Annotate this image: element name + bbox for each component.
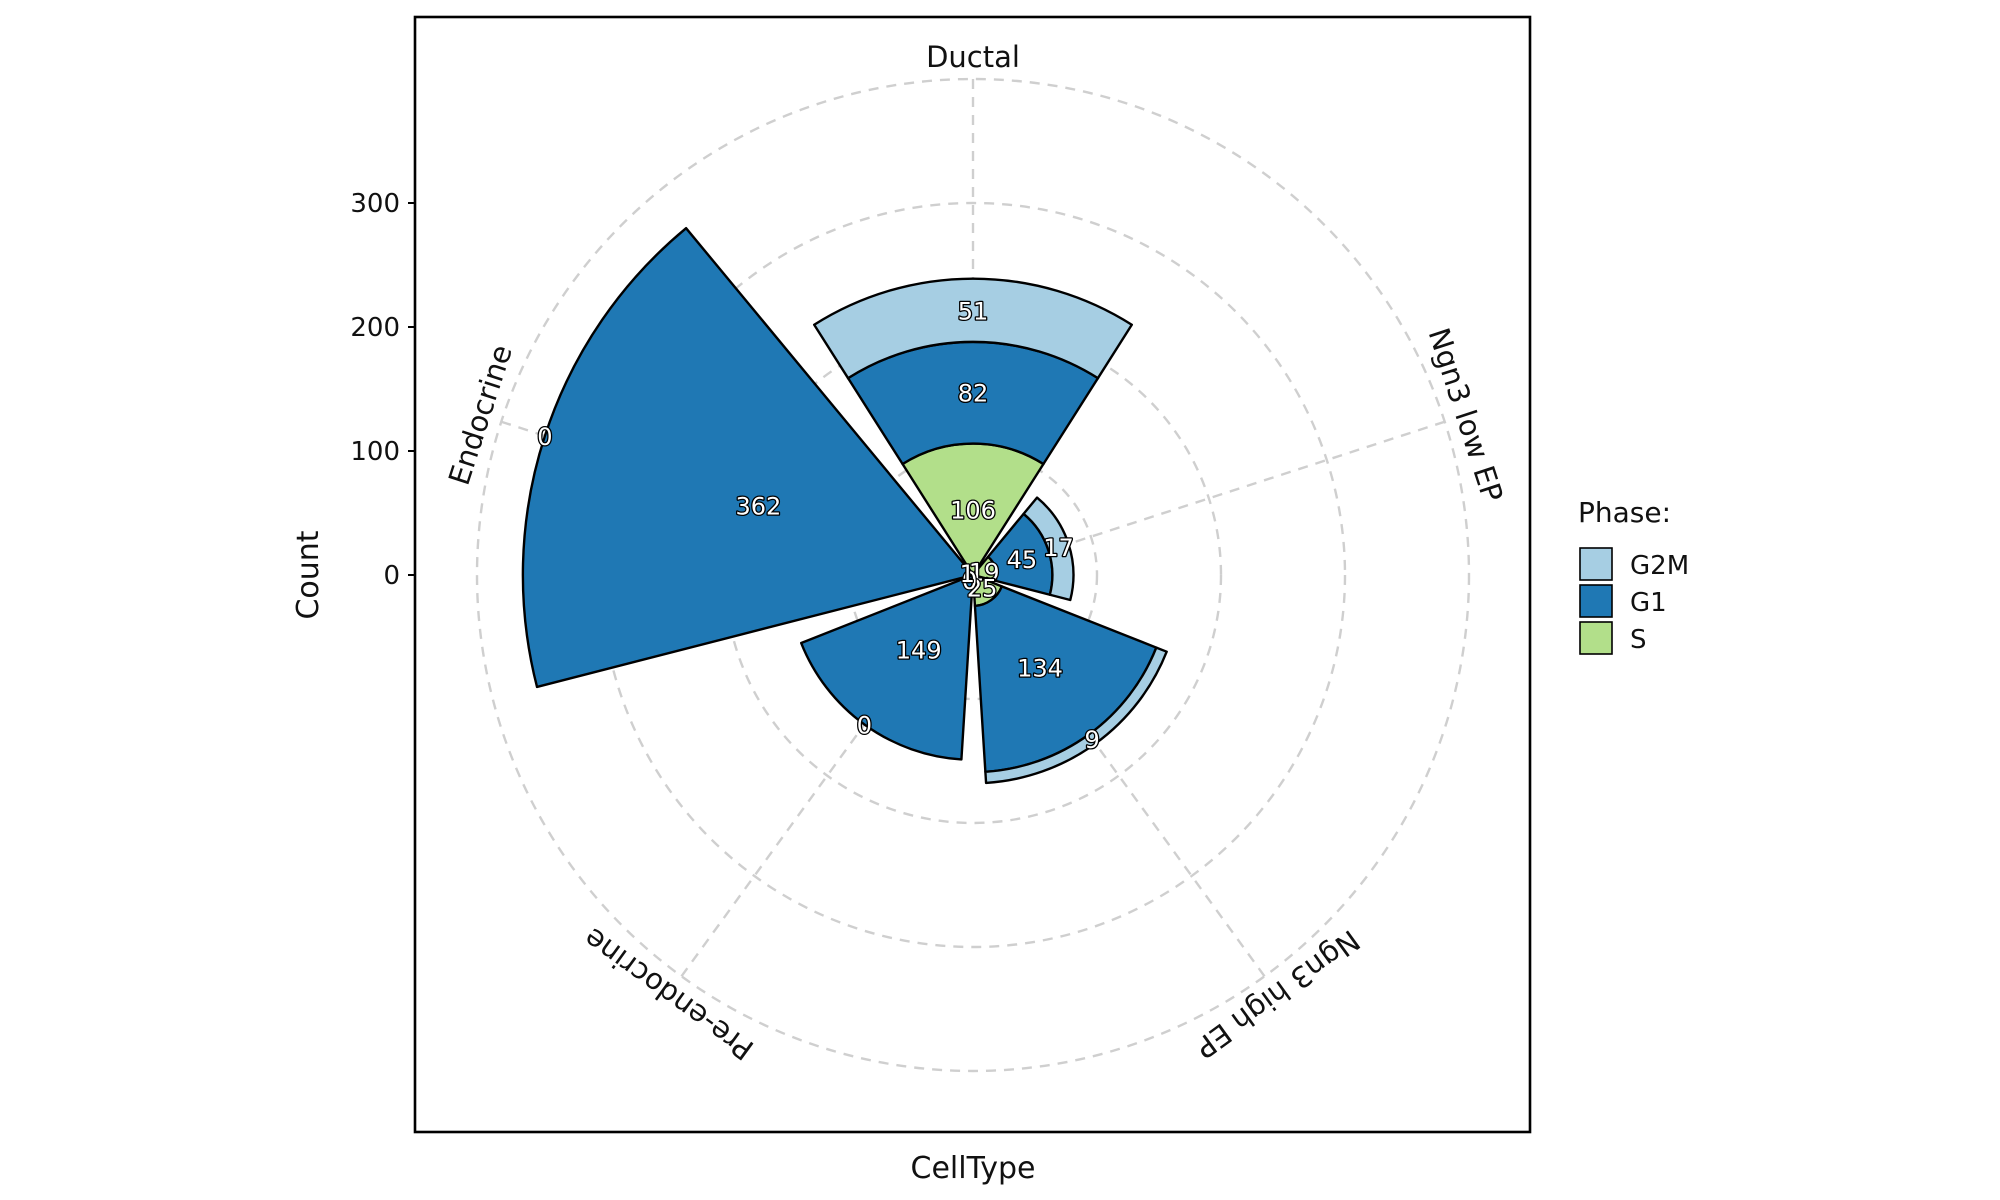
- legend-swatch-g1: [1579, 584, 1613, 618]
- value-label: 17: [1043, 534, 1074, 562]
- legend-swatch-g2m: [1579, 547, 1613, 581]
- value-label: 51: [958, 297, 989, 325]
- y-tick-label: 100: [350, 437, 400, 467]
- value-label: 0: [962, 567, 977, 595]
- y-axis-ticks: 0 100 200 300: [350, 189, 415, 591]
- value-label: 106: [950, 496, 996, 524]
- legend: Phase: G2M G1 S: [1578, 496, 1689, 655]
- value-label: 19: [969, 558, 1000, 586]
- bar-g1: [521, 226, 974, 689]
- x-axis-title: CellType: [911, 1151, 1036, 1186]
- bar-g2m: [813, 277, 1133, 380]
- grid-circle: [599, 201, 1347, 949]
- value-label: 0: [537, 423, 552, 451]
- value-label: 45: [1007, 546, 1038, 574]
- category-label: Ductal: [926, 40, 1020, 74]
- y-tick-label: 200: [350, 313, 400, 343]
- bar-g2m: [984, 646, 1168, 785]
- legend-title: Phase:: [1578, 496, 1671, 529]
- value-label: 149: [896, 637, 942, 665]
- legend-swatch-s: [1579, 621, 1613, 655]
- value-label: 25: [967, 575, 998, 603]
- bars: [521, 226, 1168, 785]
- legend-label-g1: G1: [1630, 588, 1667, 618]
- value-label: 1: [960, 560, 975, 588]
- bar-g1: [800, 573, 975, 761]
- value-label: 362: [735, 492, 781, 520]
- legend-label-g2m: G2M: [1630, 551, 1689, 581]
- y-axis-title: Count: [291, 530, 326, 619]
- y-tick-label: 300: [350, 189, 400, 219]
- y-tick-label: 0: [383, 561, 400, 591]
- grid-circle: [475, 77, 1471, 1073]
- value-label: 134: [1017, 654, 1063, 682]
- legend-label-s: S: [1630, 625, 1647, 655]
- value-label: 0: [857, 711, 872, 739]
- value-label: 82: [958, 380, 989, 408]
- bar-g2m: [1022, 496, 1075, 602]
- value-label: 9: [1085, 726, 1100, 754]
